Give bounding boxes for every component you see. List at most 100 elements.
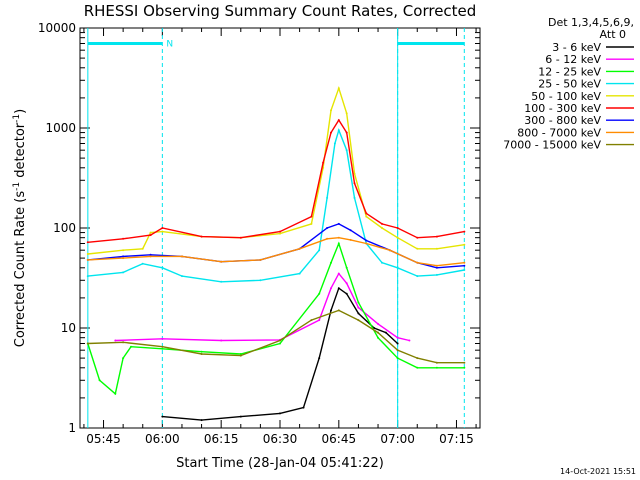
series-line [87, 309, 465, 364]
data-point [416, 236, 419, 239]
legend-entry-label: 25 - 50 keV [538, 78, 601, 91]
data-point [435, 266, 438, 269]
data-point [337, 309, 340, 312]
legend-header-line-2: Att 0 [600, 28, 626, 41]
data-point [98, 379, 101, 382]
x-tick-label: 06:00 [145, 432, 180, 446]
data-point [122, 237, 125, 240]
data-point [365, 212, 368, 215]
data-point [239, 353, 242, 355]
y-axis-label: Corrected Count Rate (s-1 detector-1) [12, 109, 28, 347]
y-tick-label: 1 [68, 421, 76, 435]
data-point [463, 361, 466, 364]
data-point [318, 249, 321, 252]
data-point [337, 242, 340, 245]
y-axis-label-part-1: Corrected Count Rate (s [13, 191, 28, 348]
data-point [259, 279, 262, 282]
annotation-n: N [166, 39, 173, 49]
night-markers [87, 28, 465, 428]
data-point [161, 227, 164, 229]
data-point [396, 357, 399, 360]
data-point [357, 301, 360, 304]
data-point [122, 357, 125, 360]
data-point [384, 331, 387, 334]
data-point [161, 230, 164, 233]
x-tick-label: 07:15 [439, 432, 474, 446]
data-point [357, 306, 360, 309]
data-point [239, 354, 242, 357]
data-point [220, 260, 223, 263]
data-point [345, 282, 348, 285]
data-point [408, 339, 411, 342]
data-point [381, 222, 383, 225]
data-point [345, 149, 348, 152]
data-point [279, 342, 281, 345]
legend-entry-label: 12 - 25 keV [538, 65, 601, 78]
data-point [114, 392, 117, 395]
y-tick-label: 100 [53, 221, 76, 235]
data-point [330, 131, 332, 134]
series-layer [86, 85, 466, 422]
series-line [162, 287, 399, 421]
data-point [416, 247, 419, 250]
data-point [149, 234, 152, 237]
data-point [161, 266, 164, 269]
data-point [435, 361, 438, 364]
data-point [200, 353, 203, 355]
x-tick-label: 06:15 [204, 432, 239, 446]
data-point [279, 230, 281, 233]
data-point [200, 235, 203, 238]
data-point [463, 366, 466, 369]
data-point [161, 337, 164, 340]
data-point [310, 222, 313, 225]
data-point [353, 196, 356, 199]
data-point [365, 242, 368, 245]
x-tick-label: 06:45 [322, 432, 357, 446]
series-line [87, 118, 465, 243]
data-point [318, 292, 321, 295]
series-line [87, 241, 465, 396]
y-axis-label-sup-2: -1 [12, 114, 22, 123]
data-point [396, 342, 399, 345]
data-point [141, 262, 144, 265]
data-point [330, 261, 332, 264]
data-point [357, 312, 360, 315]
data-point [279, 232, 281, 235]
data-point [239, 236, 242, 239]
data-point [141, 247, 144, 250]
data-point [130, 345, 132, 348]
data-point [181, 275, 183, 278]
y-tick-label: 1000 [45, 121, 76, 135]
data-point [396, 227, 399, 229]
data-point [353, 172, 356, 175]
data-point [463, 243, 466, 246]
data-point [435, 235, 438, 238]
data-point [377, 336, 379, 339]
data-point [326, 196, 329, 199]
data-point [388, 249, 391, 252]
data-point [310, 319, 313, 322]
data-point [381, 261, 383, 264]
data-point [322, 161, 325, 164]
data-point [463, 264, 466, 267]
data-point [149, 255, 152, 258]
y-tick-label: 10000 [38, 21, 76, 35]
data-point [435, 264, 438, 267]
data-point [365, 239, 368, 242]
series-line [87, 85, 465, 255]
series-line [87, 236, 465, 267]
x-tick-label: 07:00 [380, 432, 415, 446]
data-point [86, 253, 89, 255]
data-point [122, 271, 125, 274]
data-point [298, 272, 301, 275]
y-axis-label-sup-1: -1 [12, 182, 22, 191]
series-line [115, 272, 410, 342]
data-point [86, 258, 89, 261]
x-tick-label: 05:45 [86, 432, 121, 446]
data-point [181, 255, 183, 258]
data-point [337, 236, 340, 239]
data-point [330, 109, 332, 112]
data-point [345, 112, 348, 115]
series-line [87, 128, 465, 283]
